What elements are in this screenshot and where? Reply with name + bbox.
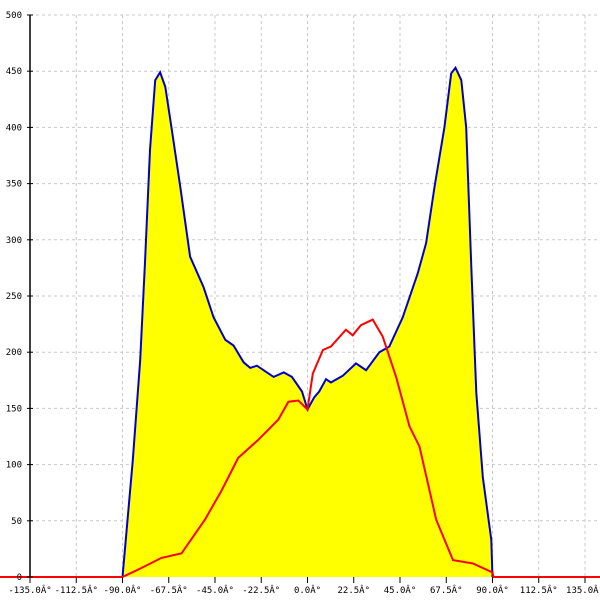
x-tick-label: -67.5Â°	[150, 584, 188, 596]
y-tick-label: 200	[6, 348, 22, 358]
series-1-fill	[122, 67, 493, 578]
series-1-line	[121, 65, 494, 578]
y-tick-label: 150	[6, 404, 22, 414]
x-tick-label: -22.5Â°	[242, 584, 280, 596]
y-tick-label: 400	[6, 123, 22, 133]
x-tick-label: 45.0Â°	[384, 584, 417, 596]
y-tick-label: 100	[6, 461, 22, 471]
y-tick-label: 350	[6, 180, 22, 190]
x-tick-label: 22.5Â°	[337, 584, 370, 596]
axes	[27, 14, 586, 583]
x-tick-label: -135.0Â°	[8, 584, 51, 596]
y-tick-label: 500	[6, 11, 22, 21]
series-2-line	[0, 318, 600, 578]
x-tick-label: 112.5Â°	[520, 584, 558, 596]
x-tick-label: 67.5Â°	[430, 584, 463, 596]
x-tick-label: 135.0Â°	[566, 584, 600, 596]
x-tick-label: -112.5Â°	[55, 584, 98, 596]
tick-labels: -135.0Â° -112.5Â° -90.0Â° -67.5Â° -45.0Â° -22…	[6, 11, 600, 596]
y-tick-label: 250	[6, 292, 22, 302]
y-tick-label: 0	[17, 573, 22, 583]
x-tick-label: 90.0Â°	[476, 584, 509, 596]
y-tick-label: 450	[6, 67, 22, 77]
y-tick-label: 50	[11, 517, 22, 527]
x-tick-label: 0.0Â°	[294, 584, 321, 596]
x-tick-label: -90.0Â°	[104, 584, 142, 596]
x-tick-label: -45.0Â°	[196, 584, 234, 596]
y-tick-label: 300	[6, 236, 22, 246]
